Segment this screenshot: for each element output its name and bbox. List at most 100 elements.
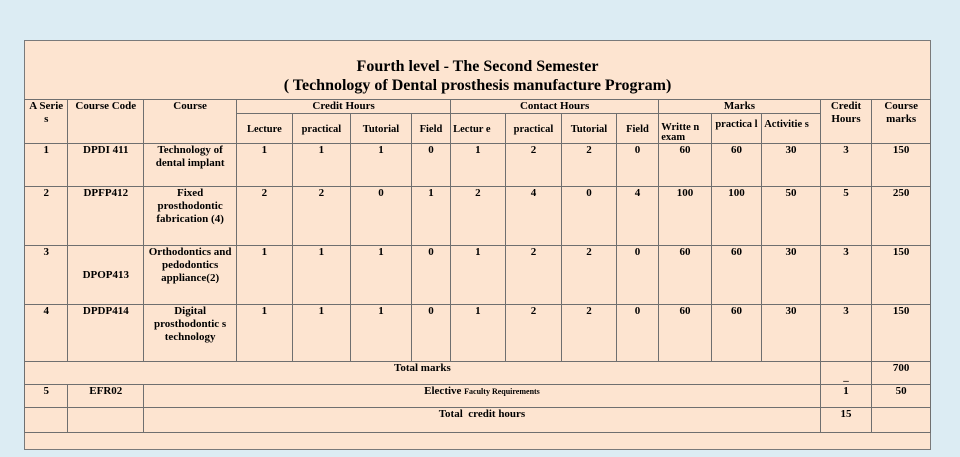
cell-contact-field: 4 <box>615 186 660 246</box>
cell-contact-field: 0 <box>615 143 660 187</box>
cell-marks-written: 60 <box>658 304 712 362</box>
elective-code: EFR02 <box>67 384 145 408</box>
cell-contact-practical: 4 <box>504 186 563 246</box>
elective-series: 5 <box>23 384 69 408</box>
header-course: Course <box>143 99 238 144</box>
cell-contact-lecture: 1 <box>450 143 506 187</box>
cell-marks-activities: 30 <box>761 143 821 187</box>
cell-contact-field: 0 <box>615 245 660 305</box>
cell-series: 3 <box>23 245 69 305</box>
cell-contact-field: 0 <box>615 304 660 362</box>
cell-credit-lecture: 1 <box>236 143 293 187</box>
cell-marks-practical: 60 <box>710 143 763 187</box>
header-row: A Serie s Course Code Course Credit Hour… <box>23 99 931 144</box>
cell-credit-practical: 1 <box>291 304 352 362</box>
cell-contact-practical: 2 <box>504 304 563 362</box>
cell-credit-practical: 2 <box>291 186 352 246</box>
total-credit-empty-1 <box>23 407 69 433</box>
sub-contact-lecture: Lectur e <box>450 113 506 144</box>
header-credit-hours-total: Credit Hours <box>819 99 873 144</box>
cell-course-marks: 150 <box>871 143 931 187</box>
table-row: 3 DPOP413 Orthodontics and pedodontics a… <box>23 245 931 305</box>
title-line-1: Fourth level - The Second Semester <box>356 58 599 75</box>
cell-contact-tutorial: 2 <box>561 245 617 305</box>
cell-course: Fixed prosthodontic fabrication (4) <box>143 186 238 246</box>
cell-credit-field: 0 <box>410 245 452 305</box>
cell-contact-lecture: 1 <box>450 304 506 362</box>
elective-row: 5 EFR02 Elective Faculty Requirements 1 … <box>23 384 931 408</box>
title-line-2: ( Technology of Dental prosthesis manufa… <box>283 77 672 94</box>
cell-series: 1 <box>23 143 69 187</box>
cell-marks-practical: 60 <box>710 245 763 305</box>
header-course-marks: Course marks <box>871 99 931 144</box>
program-sheet: Fourth level - The Second Semester ( Tec… <box>23 40 931 450</box>
sub-contact-field: Field <box>615 113 660 144</box>
cell-code: DPDI 411 <box>67 143 145 187</box>
sub-credit-field: Field <box>410 113 452 144</box>
cell-contact-practical: 2 <box>504 245 563 305</box>
sub-marks-activities: Activitie s <box>761 113 821 144</box>
header-credit-hours: Credit Hours <box>236 99 452 114</box>
cell-contact-tutorial: 2 <box>561 304 617 362</box>
total-credit-label: Total credit hours <box>143 407 821 433</box>
cell-contact-tutorial: 0 <box>561 186 617 246</box>
sub-credit-tutorial: Tutorial <box>350 113 412 144</box>
total-credit-row: Total credit hours 15 <box>23 407 931 433</box>
cell-course-marks: 150 <box>871 245 931 305</box>
subheader-row: Lecture practical Tutorial Field Lectur … <box>25 113 931 144</box>
cell-code: DPOP413 <box>67 245 145 305</box>
total-marks-credit: _ <box>819 361 873 385</box>
cell-course-marks: 250 <box>871 186 931 246</box>
elective-label: Elective Faculty Requirements <box>143 384 821 408</box>
cell-marks-activities: 30 <box>761 304 821 362</box>
cell-credit-field: 1 <box>410 186 452 246</box>
cell-contact-practical: 2 <box>504 143 563 187</box>
cell-credit-field: 0 <box>410 304 452 362</box>
cell-contact-lecture: 2 <box>450 186 506 246</box>
total-credit-empty-2 <box>67 407 145 433</box>
cell-credit-tutorial: 1 <box>350 143 412 187</box>
cell-marks-written: 60 <box>658 245 712 305</box>
cell-course: Technology of dental implant <box>143 143 238 187</box>
total-marks-label: Total marks <box>24 361 821 385</box>
cell-credit-practical: 1 <box>291 143 352 187</box>
cell-contact-lecture: 1 <box>450 245 506 305</box>
cell-course: Digital prosthodontic s technology <box>143 304 238 362</box>
cell-course: Orthodontics and pedodontics appliance(2… <box>143 245 238 305</box>
title-block: Fourth level - The Second Semester ( Tec… <box>25 41 930 99</box>
elective-label-small: Faculty Requirements <box>464 387 540 396</box>
elective-marks: 50 <box>871 384 931 408</box>
table-row: 4 DPDP414 Digital prosthodontic s techno… <box>23 304 931 362</box>
cell-credit-lecture: 2 <box>236 186 293 246</box>
cell-series: 2 <box>23 186 69 246</box>
cell-credit-hours: 3 <box>819 143 873 187</box>
cell-credit-hours: 5 <box>819 186 873 246</box>
sub-marks-practical: practica l <box>710 113 763 144</box>
cell-marks-written: 100 <box>658 186 712 246</box>
cell-marks-practical: 100 <box>710 186 763 246</box>
sub-credit-lecture: Lecture <box>236 113 293 144</box>
table-row: 2 DPFP412 Fixed prosthodontic fabricatio… <box>23 186 931 246</box>
cell-contact-tutorial: 2 <box>561 143 617 187</box>
cell-credit-practical: 1 <box>291 245 352 305</box>
cell-course-marks: 150 <box>871 304 931 362</box>
table-row: 1 DPDI 411 Technology of dental implant … <box>23 143 931 187</box>
cell-credit-lecture: 1 <box>236 304 293 362</box>
cell-credit-hours: 3 <box>819 245 873 305</box>
total-marks-value: 700 <box>871 361 931 385</box>
elective-label-main: Elective <box>424 385 462 398</box>
cell-credit-hours: 3 <box>819 304 873 362</box>
total-marks-row: Total marks _ 700 <box>24 361 931 385</box>
cell-code: DPDP414 <box>67 304 145 362</box>
cell-credit-field: 0 <box>410 143 452 187</box>
cell-credit-tutorial: 0 <box>350 186 412 246</box>
cell-credit-lecture: 1 <box>236 245 293 305</box>
cell-code: DPFP412 <box>67 186 145 246</box>
cell-credit-tutorial: 1 <box>350 245 412 305</box>
cell-series: 4 <box>23 304 69 362</box>
course-table: A Serie s Course Code Course Credit Hour… <box>23 99 931 433</box>
sub-contact-tutorial: Tutorial <box>561 113 617 144</box>
cell-marks-activities: 50 <box>761 186 821 246</box>
cell-marks-written: 60 <box>658 143 712 187</box>
header-course-code: Course Code <box>67 99 145 144</box>
